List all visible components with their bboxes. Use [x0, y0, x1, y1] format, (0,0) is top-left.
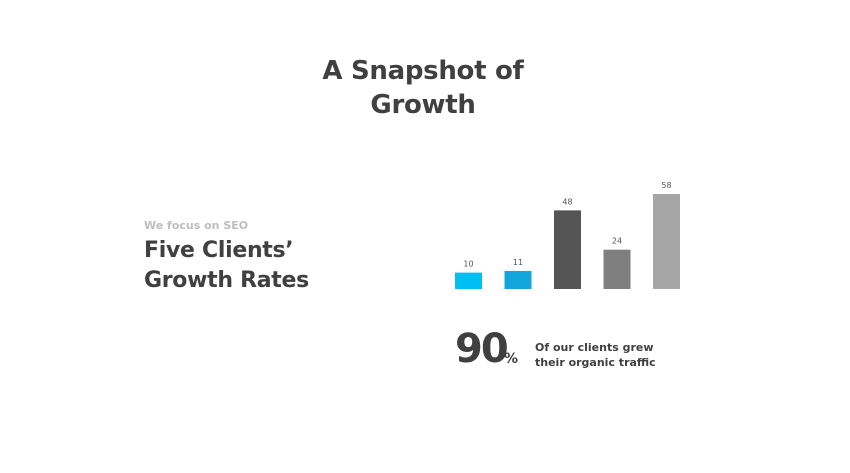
bar-3	[554, 210, 581, 289]
page-title-line-2: Growth	[370, 90, 476, 120]
section-heading-line-2: Growth Rates	[144, 268, 309, 293]
section-subtitle: We focus on SEO	[144, 219, 249, 232]
bar-value-label-5: 58	[661, 181, 671, 190]
bar-2	[504, 270, 532, 289]
bar-value-label-4: 24	[612, 237, 622, 246]
bar-value-label-3: 48	[562, 197, 572, 206]
section-heading: Five Clients’ Growth Rates	[144, 236, 309, 296]
stat-caption-line-2: their organic traffic	[535, 356, 656, 369]
bar-value-label-1: 10	[463, 260, 473, 269]
section-heading-line-1: Five Clients’	[144, 238, 294, 263]
stat-caption-line-1: Of our clients grew	[535, 341, 654, 354]
page-title-line-1: A Snapshot of	[322, 56, 524, 86]
bar-5	[653, 194, 680, 289]
page-title: A Snapshot of Growth	[0, 54, 846, 122]
stat-unit: %	[504, 351, 519, 367]
stat-caption: Of our clients grew their organic traffi…	[535, 340, 656, 370]
bar-chart: 10 11 48 24 58	[455, 181, 680, 289]
bar-4	[603, 249, 631, 289]
bar-value-label-2: 11	[513, 258, 523, 267]
bar-1	[455, 272, 482, 289]
stat-value: 90	[455, 326, 509, 372]
